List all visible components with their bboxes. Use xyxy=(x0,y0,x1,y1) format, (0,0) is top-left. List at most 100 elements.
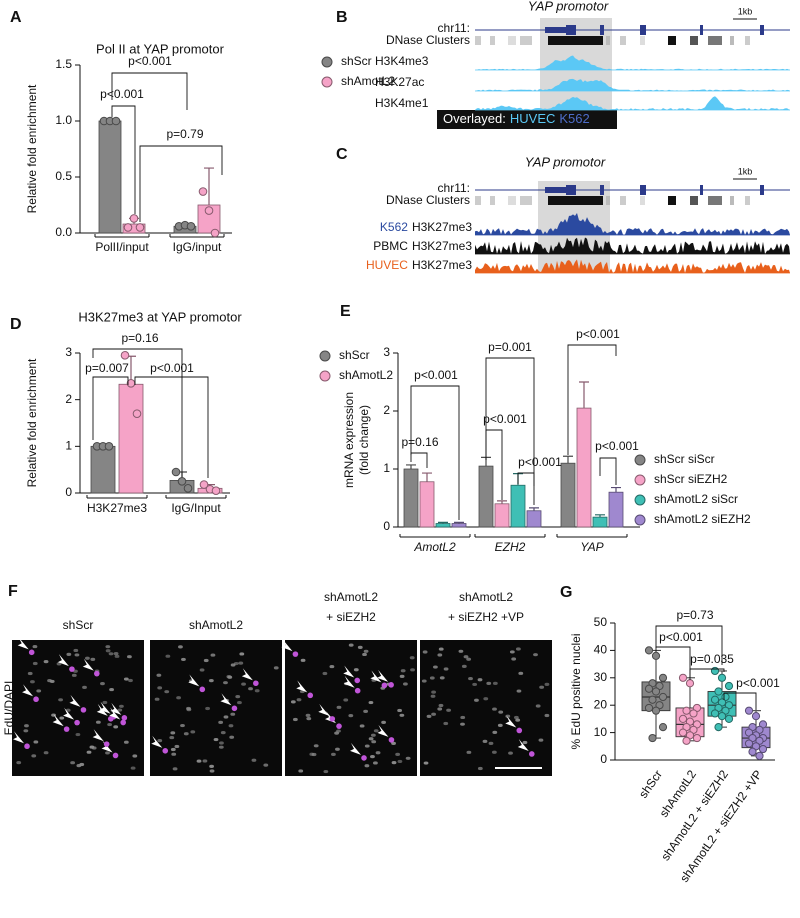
bar xyxy=(494,503,510,528)
error-bar xyxy=(204,167,214,205)
arrowhead xyxy=(92,729,104,742)
data-point xyxy=(724,714,734,724)
nucleus xyxy=(539,685,545,689)
y-tick-label: 3 xyxy=(383,345,390,359)
edu-nucleus xyxy=(63,726,70,732)
significance-bracket xyxy=(134,376,209,478)
error-bar xyxy=(611,486,621,493)
condition-label: shAmotL2 xyxy=(459,590,513,604)
data-point xyxy=(183,484,193,493)
nucleus xyxy=(213,737,219,742)
x-tick-label: shScr xyxy=(636,768,665,801)
significance-bracket xyxy=(599,457,617,485)
nucleus xyxy=(399,674,405,678)
nucleus xyxy=(535,704,541,708)
p-value: p<0.001 xyxy=(736,676,780,690)
track-title: YAP promotor xyxy=(528,0,609,13)
nucleus xyxy=(108,652,114,656)
exon xyxy=(760,185,764,195)
dnase-cluster xyxy=(520,196,532,205)
data-point xyxy=(644,646,654,655)
data-point xyxy=(199,480,209,489)
x-tick-label: EZH2 xyxy=(495,540,526,554)
nucleus xyxy=(237,700,242,705)
nucleus xyxy=(251,758,257,762)
p-value: p=0.035 xyxy=(690,652,734,666)
edu-nucleus xyxy=(231,705,238,712)
nucleus xyxy=(170,731,176,735)
data-point xyxy=(186,221,196,231)
significance-bracket xyxy=(111,72,188,110)
nucleus xyxy=(544,682,550,686)
nucleus xyxy=(466,657,472,661)
track-title: YAP promotor xyxy=(525,154,606,169)
bar xyxy=(118,383,144,494)
bar xyxy=(419,481,435,528)
dnase-cluster xyxy=(490,196,495,205)
dnase-cluster xyxy=(745,36,750,45)
y-tick-label: 3 xyxy=(65,345,72,359)
nucleus xyxy=(65,708,71,712)
nucleus xyxy=(400,669,406,673)
data-point xyxy=(678,728,688,737)
nucleus xyxy=(273,666,279,670)
y-tick-label: 0.5 xyxy=(55,169,72,183)
data-point xyxy=(682,736,691,745)
nucleus xyxy=(488,741,494,745)
y-axis-label: (fold change) xyxy=(357,405,371,475)
legend-marker xyxy=(321,76,333,88)
nucleus xyxy=(156,673,162,677)
nucleus xyxy=(86,750,92,754)
legend-label: shAmotL2 xyxy=(341,74,395,88)
nucleus xyxy=(223,715,229,719)
nucleus xyxy=(43,660,49,664)
panel-letter: G xyxy=(560,584,572,601)
data-point xyxy=(651,687,661,696)
data-point xyxy=(648,695,657,704)
nucleus xyxy=(132,754,138,758)
edu-nucleus xyxy=(24,743,30,750)
y-axis-label: mRNA expression xyxy=(342,392,356,488)
arrowhead xyxy=(109,707,121,720)
edu-nucleus xyxy=(28,649,35,656)
legend-marker xyxy=(319,370,331,382)
track-label: HUVEC H3K27me3 xyxy=(366,258,472,272)
nucleus xyxy=(373,761,378,765)
arrowhead xyxy=(22,684,34,697)
nucleus xyxy=(208,679,214,683)
significance-bracket xyxy=(410,385,460,520)
nucleus xyxy=(27,671,33,676)
arrowhead xyxy=(99,701,111,714)
overlay-legend: Overlayed: HUVEC K562 xyxy=(443,111,590,126)
bar xyxy=(403,468,419,528)
nucleus xyxy=(515,718,521,722)
nucleus xyxy=(474,698,479,702)
legend-marker xyxy=(319,350,331,362)
nucleus xyxy=(181,657,186,662)
nucleus xyxy=(205,706,210,711)
significance-bracket xyxy=(723,692,757,710)
bar xyxy=(592,516,608,528)
data-point xyxy=(710,666,720,676)
nucleus xyxy=(544,713,550,718)
arrowhead xyxy=(370,670,382,683)
panel-letter: F xyxy=(8,583,18,600)
nucleus xyxy=(32,661,38,666)
nucleus xyxy=(515,647,521,651)
clusters-label: DNase Clusters xyxy=(386,193,470,207)
condition-label: shAmotL2 xyxy=(189,618,243,632)
dnase-cluster xyxy=(620,196,626,205)
nucleus xyxy=(298,769,304,773)
significance-bracket xyxy=(655,646,691,678)
nucleus xyxy=(209,764,214,769)
error-bar xyxy=(406,464,416,469)
arrowhead xyxy=(57,654,69,667)
edu-nucleus xyxy=(74,719,80,726)
nucleus xyxy=(95,720,101,724)
nucleus xyxy=(183,732,189,736)
edu-nucleus xyxy=(307,692,314,699)
exon xyxy=(640,25,646,35)
edu-nucleus xyxy=(388,682,394,688)
nucleus xyxy=(433,665,438,669)
data-point xyxy=(689,709,698,718)
